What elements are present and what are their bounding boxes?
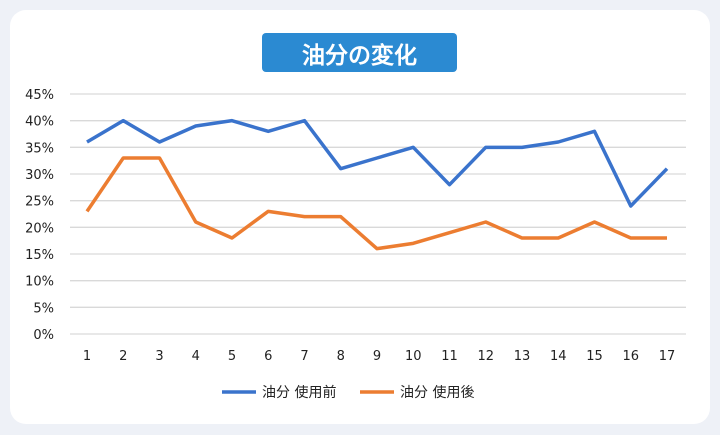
series-line-2: [85, 156, 667, 251]
x-tick-label: 5: [228, 349, 236, 364]
x-tick-label: 3: [155, 349, 163, 364]
x-tick-label: 15: [586, 349, 603, 364]
y-tick-label: 10%: [25, 275, 54, 290]
y-tick-label: 0%: [33, 328, 54, 343]
y-tick-label: 40%: [25, 115, 54, 130]
y-tick-label: 35%: [25, 141, 54, 156]
x-tick-label: 6: [264, 349, 272, 364]
x-tick-label: 8: [337, 349, 345, 364]
x-tick-label: 16: [622, 349, 639, 364]
y-tick-label: 15%: [25, 248, 54, 263]
chart-title: 油分の変化: [262, 33, 457, 72]
x-tick-label: 2: [119, 349, 127, 364]
x-tick-label: 12: [477, 349, 494, 364]
legend-label: 油分 使用前: [262, 384, 336, 401]
y-tick-label: 5%: [33, 301, 54, 316]
y-tick-label: 30%: [25, 168, 54, 183]
x-tick-label: 1: [83, 349, 91, 364]
x-tick-label: 11: [441, 349, 458, 364]
x-tick-label: 7: [300, 349, 308, 364]
y-tick-label: 25%: [25, 195, 54, 210]
y-tick-label: 45%: [25, 88, 54, 103]
x-tick-label: 14: [550, 349, 567, 364]
legend-label: 油分 使用後: [400, 384, 474, 401]
x-tick-label: 4: [192, 349, 200, 364]
x-tick-label: 9: [373, 349, 381, 364]
x-tick-label: 10: [405, 349, 422, 364]
chart-card: [10, 10, 710, 424]
x-tick-label: 13: [514, 349, 531, 364]
y-tick-label: 20%: [25, 221, 54, 236]
x-tick-label: 17: [659, 349, 676, 364]
series-line-1: [86, 118, 669, 208]
